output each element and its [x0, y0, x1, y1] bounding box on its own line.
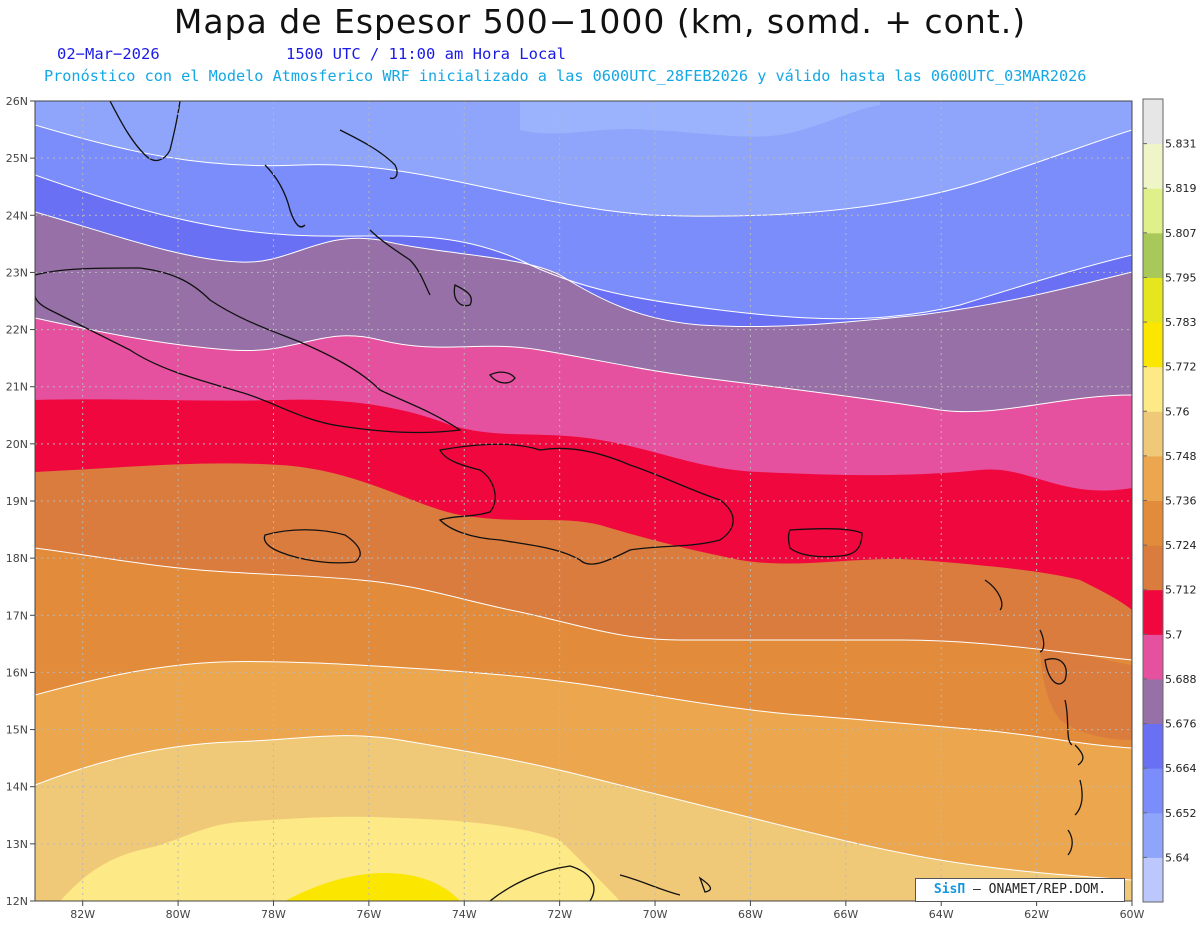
lat-tick-label: 26N: [6, 95, 28, 108]
colorbar-label: 5.676: [1165, 718, 1197, 731]
cuba-coast: [35, 267, 462, 434]
lon-tick-label: 66W: [833, 908, 858, 921]
colorbar-swatch: [1143, 99, 1163, 145]
bahamas-c: [369, 229, 431, 296]
band-lightest: [520, 101, 880, 137]
lon-tick-label: 78W: [261, 908, 286, 921]
colorbar-label: 5.772: [1165, 361, 1197, 374]
credit-text: – ONAMET/REP.DOM.: [973, 882, 1107, 897]
band-5736-deep: [1040, 640, 1132, 740]
colorbar-label: 5.819: [1165, 182, 1197, 195]
lat-tick-label: 18N: [6, 552, 28, 565]
lon-tick-label: 80W: [166, 908, 191, 921]
date-label: 02−Mar−2026: [57, 45, 160, 63]
south-america-coast: [489, 865, 712, 901]
map-title: Mapa de Espesor 500−1000 (km, somd. + co…: [173, 2, 1027, 41]
lon-tick-label: 64W: [929, 908, 954, 921]
lat-tick-label: 21N: [6, 381, 28, 394]
contour-lines: [35, 124, 1132, 881]
colorbar-swatch: [1143, 545, 1163, 591]
bahamas-b: [339, 129, 398, 180]
colorbar-swatch: [1143, 411, 1163, 457]
lat-tick-label: 20N: [6, 438, 28, 451]
colorbar-swatch: [1143, 143, 1163, 189]
lat-tick-label: 16N: [6, 666, 28, 679]
band-5772: [60, 816, 620, 901]
lat-tick-label: 22N: [6, 324, 28, 337]
colorbar-label: 5.795: [1165, 271, 1197, 284]
colorbar-label: 5.76: [1165, 405, 1190, 418]
colorbar-label: 5.652: [1165, 807, 1197, 820]
lat-tick-label: 13N: [6, 838, 28, 851]
lat-tick-label: 17N: [6, 609, 28, 622]
colorbar-swatch: [1143, 322, 1163, 368]
colorbar-label: 5.664: [1165, 762, 1197, 775]
lesser-antilles: [984, 579, 1084, 856]
lon-tick-label: 82W: [70, 908, 95, 921]
lat-tick-label: 24N: [6, 209, 28, 222]
colorbar-swatch: [1143, 188, 1163, 234]
lon-tick-label: 72W: [547, 908, 572, 921]
colorbar-label: 5.712: [1165, 584, 1197, 597]
band-5783: [285, 872, 460, 901]
time-label: 1500 UTC / 11:00 am Hora Local: [286, 45, 566, 63]
jamaica-coast: [263, 529, 361, 564]
colorbar-swatch: [1143, 723, 1163, 769]
colorbar-swatch: [1143, 277, 1163, 323]
lon-tick-label: 68W: [738, 908, 763, 921]
lon-tick-label: 60W: [1120, 908, 1145, 921]
lat-tick-label: 25N: [6, 152, 28, 165]
colorbar-label: 5.736: [1165, 495, 1197, 508]
lat-tick-label: 14N: [6, 781, 28, 794]
colorbar-swatch: [1143, 678, 1163, 725]
colorbar-swatch: [1143, 768, 1163, 814]
coastlines: [35, 101, 1084, 901]
colorbar-label: 5.688: [1165, 673, 1197, 686]
colorbar-swatch: [1143, 500, 1163, 546]
colorbar-swatch: [1143, 232, 1163, 278]
turks-caicos: [488, 371, 516, 384]
lat-tick-label: 12N: [6, 895, 28, 908]
lat-tick-label: 15N: [6, 724, 28, 737]
colorbar-label: 5.807: [1165, 227, 1197, 240]
lon-tick-label: 62W: [1024, 908, 1049, 921]
florida-coast: [109, 101, 181, 162]
lon-tick-label: 74W: [452, 908, 477, 921]
colorbar-label: 5.831: [1165, 138, 1197, 151]
colorbar-label: 5.64: [1165, 851, 1190, 864]
shaded-field: [35, 101, 1132, 901]
colorbar-swatch: [1143, 634, 1163, 680]
bahamas-a: [264, 164, 306, 228]
credit-box: SisΠ – ONAMET/REP.DOM.: [915, 878, 1125, 902]
latitude-ticks: 26N 25N 24N 23N 22N 21N 20N 19N 18N 17N 16N 15N 14N 1…: [6, 95, 35, 908]
puerto-rico-coast: [787, 528, 863, 558]
colorbar-swatch: [1143, 366, 1163, 412]
colorbar-label: 5.748: [1165, 450, 1197, 463]
colorbar-swatch: [1143, 857, 1163, 903]
colorbar: 5.64 5.652 5.664 5.676 5.688 5.7 5.712 5.724 5.7…: [1142, 98, 1197, 903]
lon-tick-label: 70W: [643, 908, 668, 921]
colorbar-swatch: [1143, 455, 1163, 501]
colorbar-label: 5.724: [1165, 539, 1197, 552]
graticule: [35, 101, 1132, 901]
lat-tick-label: 19N: [6, 495, 28, 508]
colorbar-swatch: [1143, 812, 1163, 858]
lat-tick-label: 23N: [6, 266, 28, 279]
forecast-label: Pronóstico con el Modelo Atmosferico WRF…: [44, 67, 1087, 85]
colorbar-label: 5.783: [1165, 316, 1197, 329]
colorbar-label: 5.7: [1165, 628, 1183, 641]
hispaniola-coast: [438, 443, 734, 565]
longitude-ticks: 82W 80W 78W 76W 74W 72W 70W 68W 66W 64W 62W 60W: [70, 901, 1145, 921]
lon-tick-label: 76W: [356, 908, 381, 921]
colorbar-swatch: [1143, 589, 1163, 635]
credit-brand: SisΠ: [933, 882, 966, 897]
bahamas-d: [453, 284, 472, 307]
